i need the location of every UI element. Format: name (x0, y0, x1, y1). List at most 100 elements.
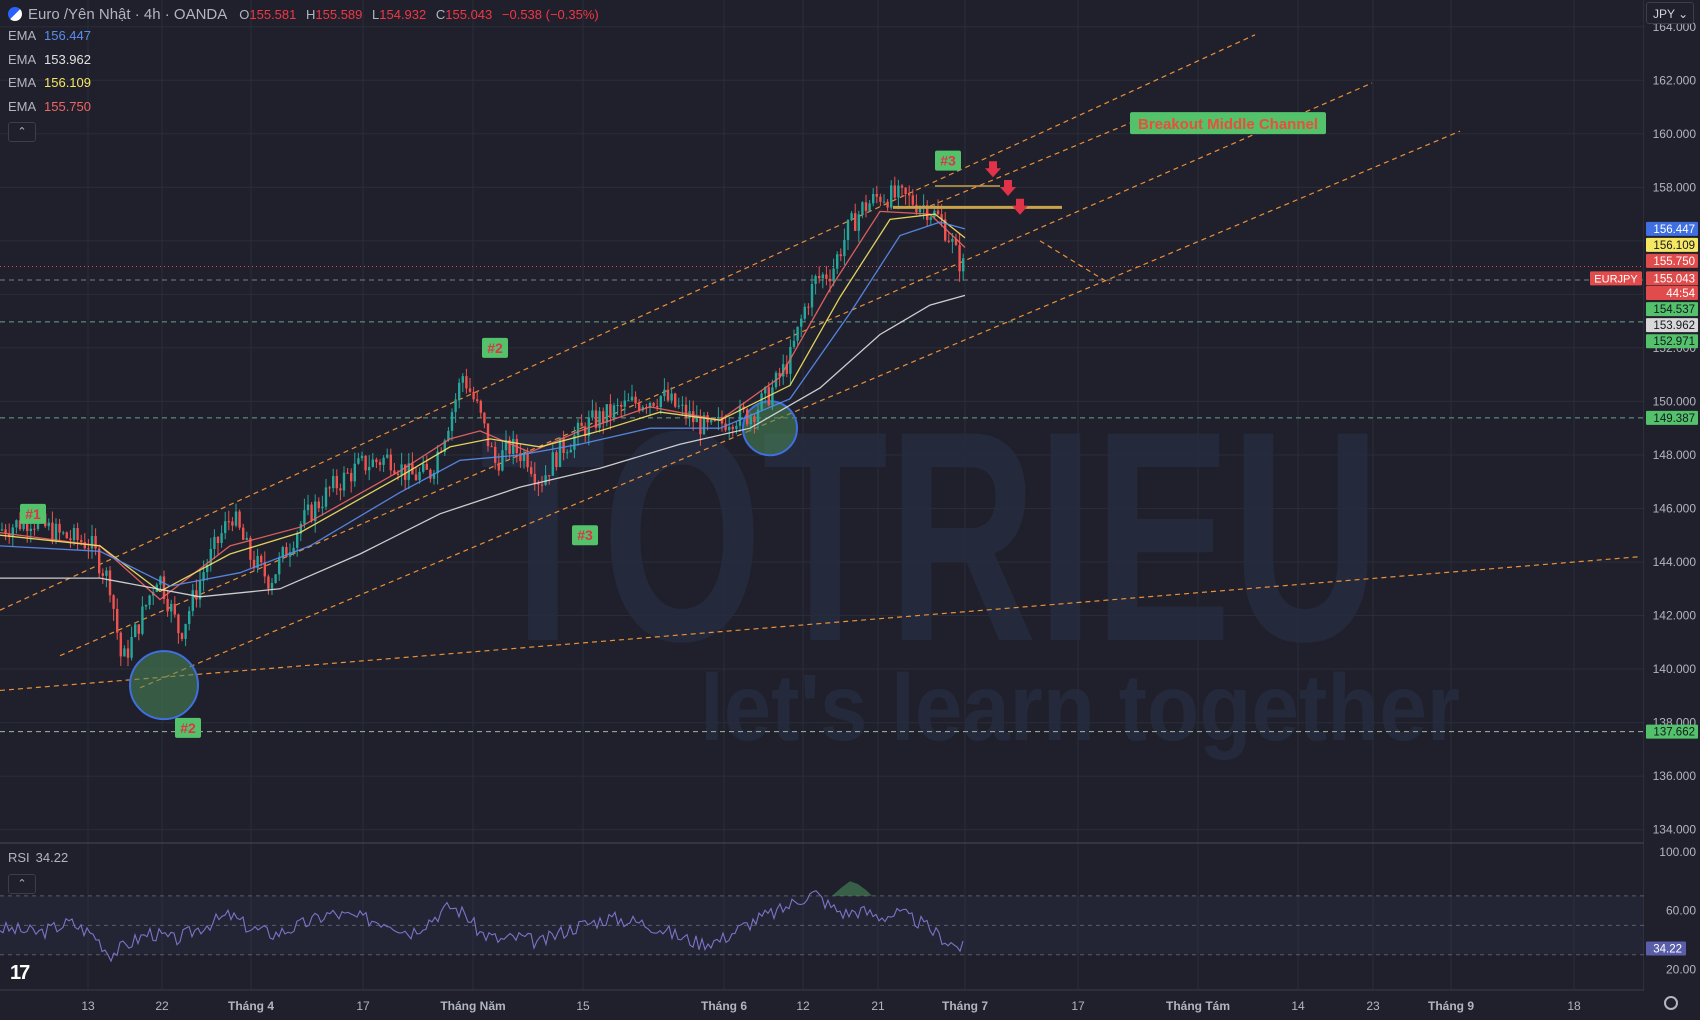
price-label-box-0 (1646, 221, 1698, 236)
currency-select[interactable]: JPY ⌄ (1646, 2, 1694, 24)
price-label-9[interactable]: 137.662 (1653, 727, 1695, 739)
horizontal-levels (0, 265, 1644, 733)
price-label-4[interactable]: 44:54 (1666, 288, 1695, 300)
price-label-8[interactable]: 149.387 (1653, 413, 1695, 425)
ema-legend-3[interactable]: EMA 156.109 (8, 75, 91, 91)
annotation-box (175, 717, 201, 738)
candle-body (569, 449, 572, 453)
candle-body (296, 533, 299, 548)
rsi-legend[interactable]: RSI 34.22 (8, 850, 68, 865)
collapse-legend-chevron-up-icon[interactable]: ⌃ (8, 122, 36, 142)
price-tick-8: 144.000 (1653, 555, 1697, 569)
candle-body (314, 501, 317, 522)
price-label-6[interactable]: 153.962 (1653, 320, 1695, 332)
candle-body (720, 416, 724, 424)
candle-body (339, 488, 342, 491)
gear-icon[interactable] (1664, 996, 1678, 1010)
symbol-row[interactable]: Euro /Yên Nhật · 4h · OANDA O155.581 H15… (8, 4, 599, 24)
annotation-text: #3 (940, 153, 956, 169)
annotation-text: #2 (180, 720, 196, 736)
annotation-label-1[interactable]: #2 (175, 717, 201, 738)
candle-body (26, 520, 29, 532)
time-tick-1: 22 (155, 999, 169, 1013)
candle-body (342, 472, 346, 491)
price-tick-6: 148.000 (1653, 448, 1697, 462)
channel-line-3[interactable] (0, 556, 1641, 692)
candle-body (850, 213, 853, 220)
candle-body (818, 276, 821, 279)
candle-body (598, 411, 601, 428)
candle-body (490, 446, 493, 448)
annotation-box (935, 150, 961, 171)
annotation-label-3[interactable]: #3 (572, 525, 598, 546)
candle-body (112, 595, 115, 609)
price-label-1[interactable]: 156.109 (1653, 240, 1695, 252)
time-tick-0: 13 (81, 999, 95, 1013)
annotation-label-0[interactable]: #1 (20, 503, 46, 524)
symbol-title[interactable]: Euro /Yên Nhật · 4h · OANDA (28, 5, 228, 23)
time-tick-12: 14 (1291, 999, 1305, 1013)
candle-body (821, 274, 824, 279)
channel-line-4[interactable] (929, 122, 1131, 207)
price-label-2[interactable]: 155.750 (1653, 256, 1695, 268)
ema-line-1[interactable] (0, 210, 966, 601)
rsi-value-label[interactable]: 34.22 (1653, 944, 1682, 956)
price-label-7[interactable]: 152.971 (1653, 336, 1695, 348)
candle-body (782, 364, 785, 377)
channel-line-5[interactable] (1039, 240, 1111, 285)
annotation-label-2[interactable]: #2 (482, 337, 508, 358)
ema-line-2[interactable] (0, 213, 966, 593)
candle-body (274, 574, 277, 583)
candle-body (252, 559, 256, 568)
ema-legend-1[interactable]: EMA 156.447 (8, 28, 91, 44)
rsi-line[interactable] (0, 890, 964, 963)
candle-body (958, 245, 961, 272)
price-label-0[interactable]: 156.447 (1653, 224, 1695, 236)
candle-body (699, 417, 702, 435)
down-arrow-icon (1012, 198, 1028, 215)
annotation-label-5[interactable]: Breakout Middle Channel (1130, 112, 1326, 135)
rsi-overbought-fill (832, 881, 872, 896)
price-label-5[interactable]: 154.537 (1653, 304, 1695, 316)
time-tick-14: Tháng 9 (1428, 999, 1474, 1013)
candle-body (677, 405, 680, 407)
candle-body (551, 452, 554, 476)
highlight-circle-low[interactable] (129, 650, 199, 721)
annotation-label-4[interactable]: #3 (935, 150, 961, 171)
candle-body (591, 410, 594, 418)
tradingview-logo-icon[interactable]: 17 (10, 962, 30, 984)
candle-body (141, 606, 144, 634)
candle-body (450, 412, 454, 431)
candle-body (616, 405, 619, 407)
candle-body (562, 437, 565, 453)
ema-legend-2[interactable]: EMA 153.962 (8, 51, 91, 67)
candle-body (954, 238, 958, 246)
candle-body (900, 185, 904, 188)
candle-body (76, 528, 79, 541)
candle-body (897, 185, 900, 198)
candle-body (4, 529, 7, 535)
ema-line-4[interactable] (0, 294, 966, 598)
candle-body (364, 455, 367, 471)
annotation-box (1130, 112, 1326, 135)
time-tick-3: 17 (356, 999, 370, 1013)
ema-line-3[interactable] (0, 221, 966, 587)
candle-body (760, 393, 763, 410)
candle-body (317, 501, 320, 509)
annotation-text: #2 (487, 340, 503, 356)
candle-body (62, 532, 65, 534)
ohlc-values: O155.581 H155.589 L154.932 C155.043 −0.5… (239, 6, 599, 22)
ema-legend-4[interactable]: EMA 155.750 (8, 98, 91, 114)
price-label-box-7 (1646, 334, 1698, 349)
collapse-rsi-chevron-up-icon[interactable]: ⌃ (8, 874, 36, 894)
candle-body (526, 453, 529, 468)
candle-body (886, 201, 889, 208)
candle-body (94, 536, 97, 549)
symbol-tag[interactable]: EURJPY (1594, 273, 1638, 285)
candle-body (508, 439, 511, 454)
channel-line-2[interactable] (139, 130, 1461, 689)
rsi-value: 34.22 (35, 850, 69, 865)
candle-body (98, 548, 101, 574)
price-label-3[interactable]: 155.043 (1653, 273, 1695, 285)
